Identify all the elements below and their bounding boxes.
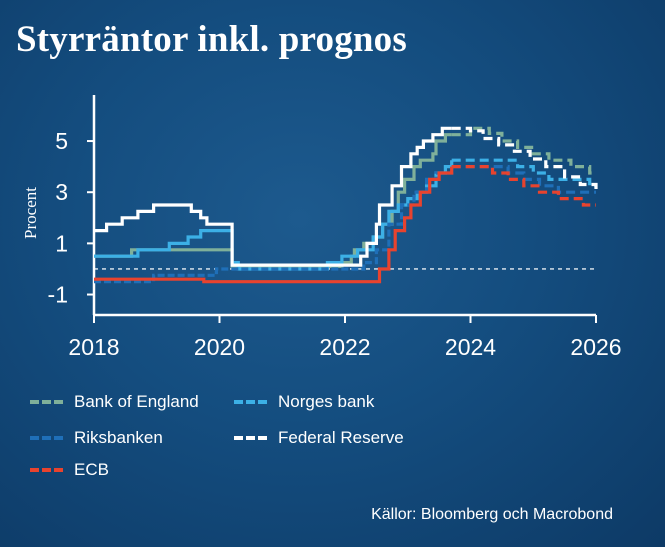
legend-label-bank-of-england: Bank of England <box>74 392 199 411</box>
y-tick-label: 1 <box>55 230 68 256</box>
x-tick-label: 2026 <box>570 334 621 360</box>
legend-item-federal-reserve: Federal Reserve <box>232 428 404 448</box>
series-forecast-federal-reserve <box>451 126 598 193</box>
x-tick-label: 2020 <box>194 334 245 360</box>
legend-item-norges-bank: Norges bank <box>232 392 374 412</box>
source-note: Källor: Bloomberg och Macrobond <box>371 506 613 523</box>
legend-label-norges-bank: Norges bank <box>278 392 375 411</box>
legend-label-riksbanken: Riksbanken <box>74 428 163 447</box>
legend-item-bank-of-england: Bank of England <box>28 392 199 412</box>
legend-label-ecb: ECB <box>74 460 109 479</box>
legend-label-federal-reserve: Federal Reserve <box>278 428 404 447</box>
legend-item-ecb: ECB <box>28 460 109 480</box>
legend-swatch-federal-reserve <box>234 436 268 440</box>
series-forecast-ecb <box>451 165 596 207</box>
series-line-norges-bank <box>94 160 454 271</box>
series-line-federal-reserve <box>94 126 452 267</box>
series-line-bank-of-england <box>94 133 452 268</box>
series-forecast-bank-of-england <box>451 126 596 175</box>
legend-swatch-riksbanken <box>30 436 64 440</box>
series-line-riksbanken <box>94 166 454 284</box>
chart-title: Styrräntor inkl. prognos <box>16 19 407 60</box>
y-tick-label: -1 <box>48 282 68 308</box>
y-axis-label: Procent <box>21 187 40 239</box>
legend-swatch-bank-of-england <box>30 400 64 404</box>
x-tick-label: 2022 <box>319 334 370 360</box>
legend-swatch-norges-bank <box>234 400 268 404</box>
legend-swatch-ecb <box>30 468 64 472</box>
series-forecast-norges-bank <box>451 158 596 188</box>
y-tick-label: 5 <box>55 128 68 154</box>
legend-item-riksbanken: Riksbanken <box>28 428 163 448</box>
y-tick-label: 3 <box>55 179 68 205</box>
series-line-ecb <box>94 166 454 284</box>
x-tick-label: 2018 <box>68 334 119 360</box>
chart-area: -1 1 3 5 2018 2020 2022 2024 2026 Procent <box>21 126 621 360</box>
x-tick-label: 2024 <box>445 334 496 360</box>
